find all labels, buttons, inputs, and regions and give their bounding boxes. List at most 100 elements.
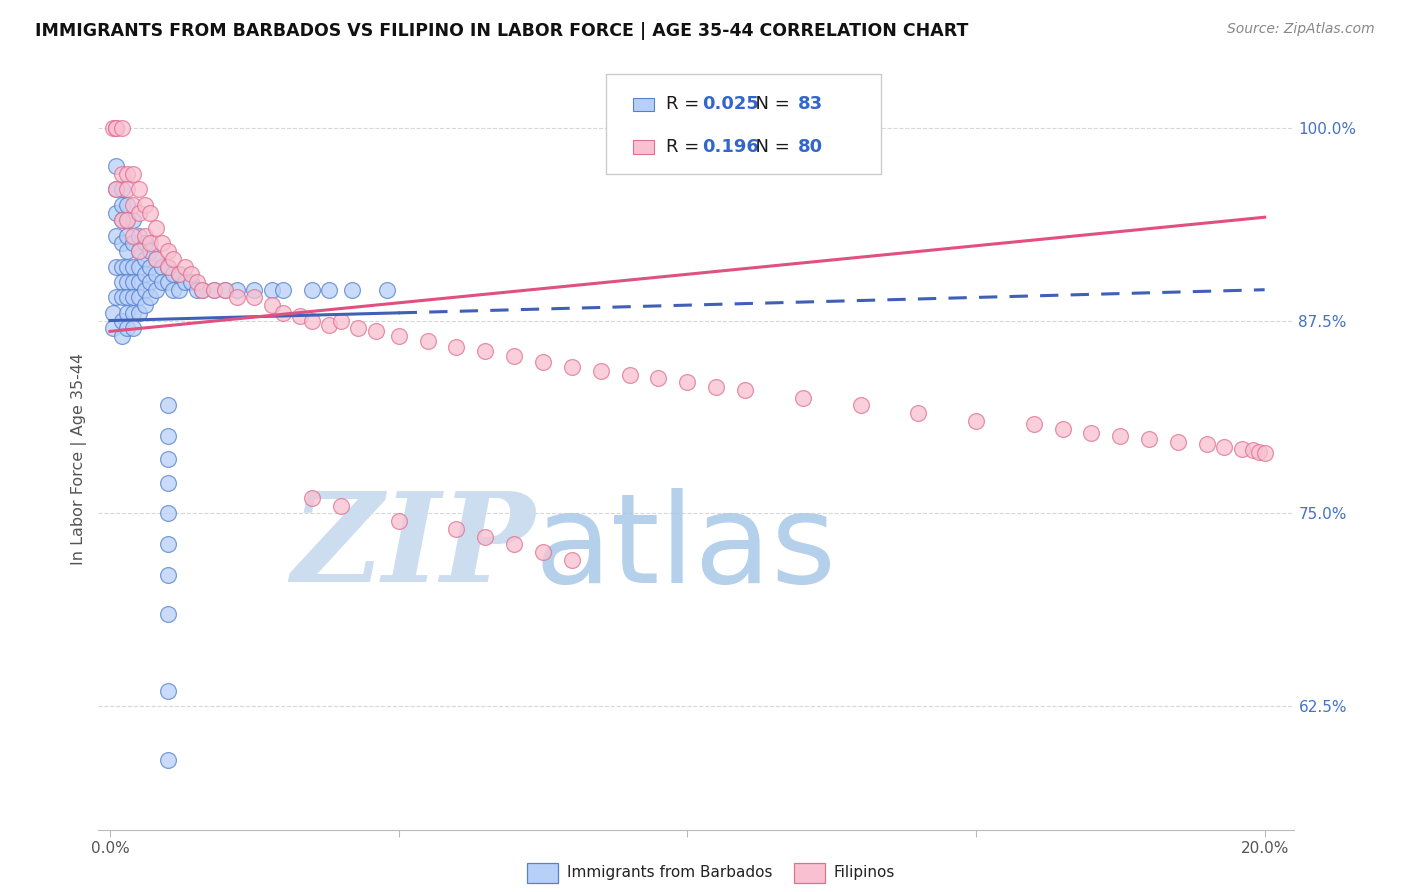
Point <box>1241 443 1264 458</box>
Point <box>676 376 699 390</box>
Point <box>139 205 162 219</box>
Point <box>301 491 323 505</box>
Point <box>110 213 132 227</box>
Point <box>156 275 179 289</box>
Point <box>128 244 150 259</box>
Point <box>110 236 132 251</box>
Point <box>180 267 202 281</box>
Point <box>104 260 127 274</box>
Point <box>122 275 145 289</box>
Point <box>150 260 173 274</box>
Point <box>186 275 208 289</box>
Point <box>1080 426 1102 441</box>
Point <box>139 275 162 289</box>
Point <box>104 228 127 243</box>
FancyBboxPatch shape <box>633 140 654 153</box>
Point <box>589 364 612 378</box>
Point <box>128 275 150 289</box>
Point <box>150 275 173 289</box>
Point <box>110 198 132 212</box>
Point <box>104 182 127 196</box>
Point <box>162 252 184 266</box>
Point <box>156 507 179 521</box>
Point <box>329 313 352 327</box>
Point <box>110 182 132 196</box>
Point <box>202 283 225 297</box>
Point <box>134 198 156 212</box>
Point <box>117 198 139 212</box>
Text: N =: N = <box>744 95 796 113</box>
Point <box>150 236 173 251</box>
Point <box>104 182 127 196</box>
Point <box>531 355 554 369</box>
Point <box>318 318 340 333</box>
Point <box>134 267 156 281</box>
Point <box>647 370 669 384</box>
Point <box>117 260 139 274</box>
Point <box>110 275 132 289</box>
Point <box>162 283 184 297</box>
Point <box>122 228 145 243</box>
Point <box>226 290 249 304</box>
Point <box>186 283 208 297</box>
Point <box>162 267 184 281</box>
Text: 0.196: 0.196 <box>702 138 759 156</box>
Point <box>122 167 145 181</box>
Point <box>117 321 139 335</box>
Point <box>156 683 179 698</box>
Text: 0.025: 0.025 <box>702 95 759 113</box>
Point <box>134 228 156 243</box>
Point <box>156 452 179 467</box>
Point <box>139 260 162 274</box>
Point <box>110 167 132 181</box>
Point <box>117 306 139 320</box>
Point <box>104 159 127 173</box>
Point <box>117 228 139 243</box>
Point <box>104 120 127 135</box>
Point <box>446 340 468 354</box>
Point <box>104 205 127 219</box>
Point <box>1052 421 1074 435</box>
Point <box>134 298 156 312</box>
Point <box>226 283 249 297</box>
Point <box>134 252 156 266</box>
Text: Source: ZipAtlas.com: Source: ZipAtlas.com <box>1227 22 1375 37</box>
Point <box>290 309 312 323</box>
Point <box>156 537 179 551</box>
Point <box>474 529 496 543</box>
Point <box>110 120 132 135</box>
Point <box>243 290 266 304</box>
Point <box>503 349 526 363</box>
Point <box>260 283 283 297</box>
Point <box>1230 442 1253 456</box>
Point <box>214 283 236 297</box>
Point <box>388 329 411 343</box>
Point <box>139 244 162 259</box>
FancyBboxPatch shape <box>633 97 654 111</box>
Point <box>704 380 727 394</box>
Point <box>117 213 139 227</box>
Point <box>191 283 214 297</box>
Text: 83: 83 <box>797 95 823 113</box>
Point <box>156 398 179 412</box>
Point <box>318 283 340 297</box>
Point <box>329 499 352 513</box>
Point <box>122 213 145 227</box>
Point <box>101 321 124 335</box>
Point <box>110 313 132 327</box>
Y-axis label: In Labor Force | Age 35-44: In Labor Force | Age 35-44 <box>72 353 87 566</box>
Point <box>1167 435 1189 450</box>
Point <box>128 182 150 196</box>
Point <box>174 275 197 289</box>
Text: 80: 80 <box>797 138 823 156</box>
Point <box>104 120 127 135</box>
Point <box>531 545 554 559</box>
Point <box>139 236 162 251</box>
Text: IMMIGRANTS FROM BARBADOS VS FILIPINO IN LABOR FORCE | AGE 35-44 CORRELATION CHAR: IMMIGRANTS FROM BARBADOS VS FILIPINO IN … <box>35 22 969 40</box>
Point <box>122 198 145 212</box>
Point <box>1247 444 1270 458</box>
Legend: R =  0.025    N = 83, R =   0.196    N = 80: R = 0.025 N = 83, R = 0.196 N = 80 <box>610 92 877 169</box>
Point <box>117 290 139 304</box>
Point <box>503 537 526 551</box>
Point <box>145 252 167 266</box>
